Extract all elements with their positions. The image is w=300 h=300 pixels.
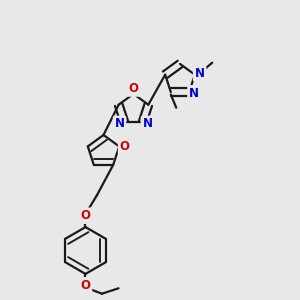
- Text: O: O: [128, 82, 139, 95]
- Text: O: O: [120, 140, 130, 153]
- Text: O: O: [80, 209, 91, 222]
- Text: N: N: [189, 87, 199, 100]
- Text: N: N: [142, 117, 152, 130]
- Text: N: N: [195, 67, 205, 80]
- Text: N: N: [115, 117, 124, 130]
- Text: O: O: [80, 279, 91, 292]
